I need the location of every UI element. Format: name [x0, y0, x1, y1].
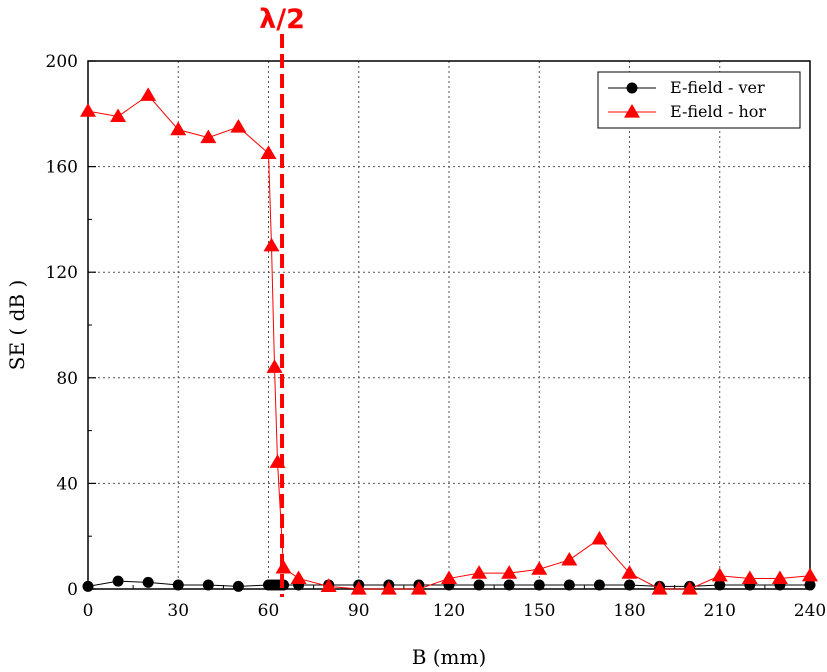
data-point	[563, 579, 575, 591]
data-point	[651, 581, 668, 595]
data-point	[681, 581, 698, 595]
legend: E-field - ver E-field - hor	[597, 71, 801, 129]
data-point	[771, 570, 788, 585]
data-point	[230, 119, 247, 133]
axis-ticks	[87, 60, 811, 590]
series-layer	[80, 87, 818, 595]
legend-box	[597, 71, 801, 129]
x-tick-label: 30	[167, 601, 189, 621]
y-tick-label: 40	[56, 474, 78, 494]
y-tick-label: 160	[46, 158, 78, 178]
x-tick-label: 0	[83, 601, 94, 621]
x-tick-label: 240	[794, 601, 826, 621]
x-tick-label: 120	[433, 601, 465, 621]
legend-item: E-field - ver	[608, 78, 765, 97]
data-point	[110, 108, 127, 123]
y-tick-label: 120	[46, 263, 78, 283]
data-point	[232, 580, 244, 592]
y-axis-label: SE ( dB )	[5, 280, 29, 370]
data-point	[471, 565, 488, 579]
data-point	[714, 579, 726, 591]
data-point	[802, 567, 818, 582]
x-tick-label: 180	[613, 601, 645, 621]
y-tick-label: 0	[67, 580, 78, 600]
legend-item: E-field - hor	[608, 102, 766, 121]
half-wavelength-label: λ/2	[259, 4, 305, 35]
data-point	[260, 145, 277, 159]
data-point	[200, 129, 217, 144]
data-point	[804, 579, 816, 591]
data-point	[320, 578, 337, 592]
data-point	[142, 576, 154, 588]
legend-marker	[626, 82, 638, 94]
annotation-layer: λ/2	[259, 4, 305, 597]
y-axis-tick-labels: 0 40 80 120 160 200	[46, 52, 78, 600]
legend-label: E-field - ver	[670, 78, 765, 97]
data-point	[266, 359, 283, 373]
grid-lines	[88, 61, 810, 589]
data-point	[82, 580, 94, 592]
series-hor	[80, 87, 818, 595]
data-point	[533, 579, 545, 591]
data-point	[290, 570, 307, 585]
data-point	[112, 575, 124, 587]
x-axis-label: B (mm)	[412, 645, 487, 669]
data-point	[531, 561, 548, 575]
data-point	[172, 579, 184, 591]
data-point	[410, 581, 427, 595]
data-point	[263, 237, 280, 252]
data-point	[473, 579, 485, 591]
data-point	[202, 579, 214, 591]
x-tick-label: 90	[348, 601, 370, 621]
data-point	[501, 565, 518, 579]
x-tick-label: 60	[258, 601, 280, 621]
y-tick-label: 80	[56, 369, 78, 389]
data-point	[624, 579, 635, 591]
data-point	[741, 570, 758, 585]
data-point	[561, 551, 578, 566]
data-point	[140, 87, 157, 101]
data-point	[621, 565, 638, 579]
data-point	[350, 581, 367, 595]
data-point	[441, 570, 457, 585]
data-point	[380, 581, 397, 595]
data-point	[711, 567, 728, 582]
data-point	[591, 530, 608, 545]
legend-label: E-field - hor	[670, 102, 766, 121]
data-point	[593, 579, 605, 591]
y-tick-label: 200	[46, 52, 78, 72]
legend-marker	[624, 104, 640, 118]
x-axis-tick-labels: 0 30 60 90 120 150 180 210 240	[83, 601, 827, 621]
data-point	[80, 103, 96, 117]
data-point	[170, 121, 187, 136]
plot-area	[87, 60, 811, 590]
x-tick-label: 150	[523, 601, 555, 621]
data-point	[503, 579, 515, 591]
x-tick-label: 210	[704, 601, 736, 621]
